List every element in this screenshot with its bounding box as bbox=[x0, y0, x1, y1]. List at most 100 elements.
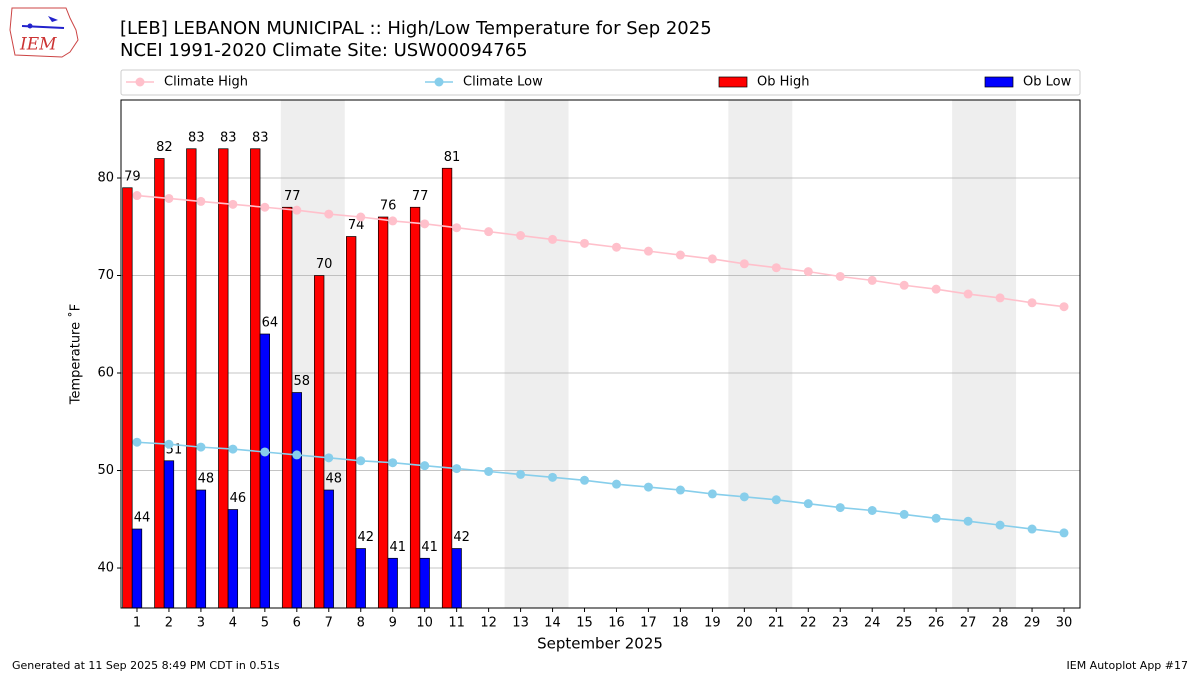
bar bbox=[282, 206, 293, 609]
bar bbox=[259, 333, 270, 609]
plot-frame bbox=[120, 99, 1081, 609]
bar bbox=[218, 148, 229, 609]
marker bbox=[803, 267, 813, 277]
marker bbox=[260, 202, 270, 212]
marker bbox=[643, 246, 653, 256]
bar bbox=[291, 392, 302, 609]
x-tick-label: 7 bbox=[325, 616, 333, 631]
x-tick-label: 2 bbox=[165, 616, 173, 631]
marker bbox=[420, 461, 430, 471]
marker bbox=[196, 196, 206, 206]
bar-value-label: 44 bbox=[134, 511, 151, 526]
x-tick-label: 27 bbox=[960, 616, 977, 631]
marker bbox=[707, 254, 717, 264]
marker bbox=[324, 453, 334, 463]
bar-value-label: 83 bbox=[188, 130, 205, 145]
marker bbox=[164, 193, 174, 203]
x-tick-label: 10 bbox=[416, 616, 433, 631]
marker bbox=[739, 492, 749, 502]
x-tick-label: 26 bbox=[928, 616, 945, 631]
bar bbox=[346, 236, 357, 609]
chart-title: [LEB] LEBANON MUNICIPAL :: High/Low Temp… bbox=[120, 18, 712, 39]
bar-value-label: 79 bbox=[124, 169, 141, 184]
marker bbox=[388, 216, 398, 226]
marker bbox=[292, 205, 302, 215]
legend-marker bbox=[434, 77, 444, 87]
bar-value-label: 76 bbox=[380, 199, 397, 214]
marker bbox=[1027, 298, 1037, 308]
bar bbox=[409, 206, 421, 609]
x-tick-label: 5 bbox=[261, 616, 269, 631]
bar bbox=[163, 460, 175, 609]
x-tick-label: 12 bbox=[480, 616, 497, 631]
legend-marker bbox=[135, 77, 145, 87]
y-tick-label: 80 bbox=[97, 171, 114, 186]
bar-value-label: 77 bbox=[412, 189, 429, 204]
weekend-shade bbox=[728, 100, 793, 608]
marker bbox=[643, 482, 653, 492]
bar bbox=[387, 557, 398, 609]
marker bbox=[516, 231, 526, 241]
bar bbox=[250, 148, 261, 609]
marker bbox=[260, 447, 270, 457]
marker bbox=[228, 199, 238, 209]
legend-patch bbox=[718, 76, 748, 88]
bar-value-label: 82 bbox=[156, 140, 173, 155]
bar bbox=[131, 528, 143, 609]
bar-value-label: 83 bbox=[252, 130, 269, 145]
marker bbox=[963, 289, 973, 299]
marker bbox=[324, 209, 334, 219]
x-tick-label: 20 bbox=[736, 616, 753, 631]
marker bbox=[995, 293, 1005, 303]
marker bbox=[420, 219, 430, 229]
bar bbox=[377, 216, 389, 609]
marker bbox=[356, 212, 366, 222]
bar bbox=[186, 148, 197, 609]
x-tick-label: 13 bbox=[512, 616, 529, 631]
x-tick-label: 11 bbox=[448, 616, 465, 631]
bar-value-label: 58 bbox=[294, 374, 311, 389]
line bbox=[136, 441, 1065, 534]
x-tick-label: 18 bbox=[672, 616, 689, 631]
marker bbox=[580, 475, 590, 485]
x-tick-label: 6 bbox=[293, 616, 301, 631]
marker bbox=[516, 469, 526, 479]
bar-value-label: 77 bbox=[284, 189, 301, 204]
marker bbox=[292, 450, 302, 460]
x-axis-label: September 2025 bbox=[537, 635, 663, 653]
bar bbox=[195, 489, 207, 609]
marker bbox=[484, 227, 494, 237]
bar bbox=[419, 557, 430, 609]
marker bbox=[548, 234, 558, 244]
bar-value-label: 70 bbox=[316, 257, 333, 272]
marker bbox=[611, 242, 621, 252]
bar-value-label: 41 bbox=[389, 540, 406, 555]
marker bbox=[931, 513, 941, 523]
bar-value-label: 48 bbox=[326, 472, 343, 487]
marker bbox=[356, 456, 366, 466]
bar bbox=[122, 187, 133, 609]
y-tick-label: 50 bbox=[97, 463, 114, 478]
footer-right: IEM Autoplot App #17 bbox=[1067, 659, 1189, 672]
marker bbox=[1059, 528, 1069, 538]
marker bbox=[1027, 524, 1037, 534]
bar-value-label: 81 bbox=[444, 150, 461, 165]
x-tick-label: 21 bbox=[768, 616, 785, 631]
x-tick-label: 9 bbox=[389, 616, 397, 631]
legend-box bbox=[120, 69, 1081, 96]
legend-label: Ob High bbox=[757, 75, 810, 90]
weekend-shade bbox=[504, 100, 569, 608]
bar bbox=[154, 158, 165, 609]
x-tick-label: 22 bbox=[800, 616, 817, 631]
marker bbox=[164, 439, 174, 449]
marker bbox=[548, 472, 558, 482]
x-tick-label: 28 bbox=[992, 616, 1009, 631]
bar bbox=[451, 548, 462, 609]
bar bbox=[227, 509, 239, 609]
chart-subtitle: NCEI 1991-2020 Climate Site: USW00094765 bbox=[120, 40, 528, 61]
marker bbox=[132, 437, 142, 447]
marker bbox=[707, 489, 717, 499]
x-tick-label: 1 bbox=[133, 616, 141, 631]
x-tick-label: 8 bbox=[357, 616, 365, 631]
